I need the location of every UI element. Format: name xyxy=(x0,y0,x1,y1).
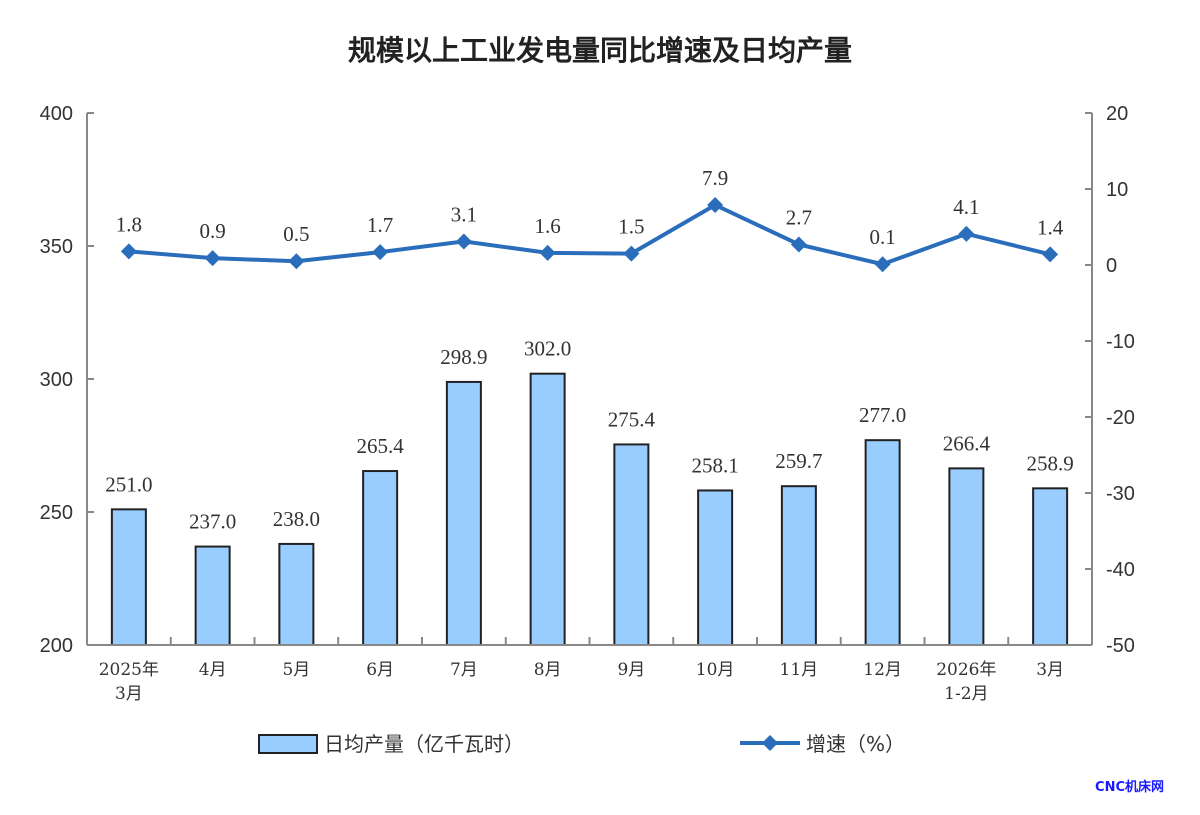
line-point xyxy=(372,244,389,261)
bar-data-label: 258.9 xyxy=(1027,451,1074,475)
line-data-label: 1.5 xyxy=(618,215,644,239)
left-tick-label: 200 xyxy=(40,635,73,657)
watermark: CNC机床网 xyxy=(1095,779,1164,795)
x-tick-label: 8月 xyxy=(534,660,562,680)
line-point xyxy=(623,245,640,262)
bar xyxy=(194,545,231,647)
line-point xyxy=(539,244,556,261)
x-tick-label: 6月 xyxy=(366,660,394,680)
left-tick-label: 400 xyxy=(40,103,73,125)
line-data-label: 2.7 xyxy=(786,205,812,229)
bar xyxy=(948,467,985,646)
line-data-label: 1.4 xyxy=(1037,215,1064,239)
line-point xyxy=(288,253,305,270)
legend-diamond-marker xyxy=(762,735,778,751)
line-point xyxy=(707,196,724,213)
x-tick-label: 7月 xyxy=(450,660,478,680)
legend-bar-swatch xyxy=(258,734,318,754)
right-tick-label: 0 xyxy=(1106,255,1117,277)
bar-data-label: 251.0 xyxy=(105,472,152,496)
x-tick-label: 12月 xyxy=(863,660,902,680)
line-data-label: 0.1 xyxy=(870,225,896,249)
bar-data-label: 275.4 xyxy=(608,407,656,431)
line-point xyxy=(790,236,807,253)
bar-data-label: 277.0 xyxy=(859,403,906,427)
x-tick-label: 1-2月 xyxy=(944,684,988,704)
bar xyxy=(110,508,147,646)
bar xyxy=(1032,487,1069,646)
line-point xyxy=(958,225,975,242)
chart-title: 规模以上工业发电量同比增速及日均产量 xyxy=(348,34,852,67)
x-tick-label: 2025年 xyxy=(99,660,159,680)
right-tick-label: -30 xyxy=(1106,483,1135,505)
bar-data-label: 238.0 xyxy=(273,507,320,531)
x-tick-label: 4月 xyxy=(199,660,227,680)
bar xyxy=(697,489,734,647)
right-tick-label: 10 xyxy=(1106,179,1128,201)
line-data-label: 1.6 xyxy=(535,214,561,238)
bar-data-label: 259.7 xyxy=(775,449,822,473)
x-tick-label: 3月 xyxy=(1036,660,1064,680)
growth-line xyxy=(128,202,1051,267)
legend-bar-label: 日均产量（亿千瓦时） xyxy=(324,732,524,756)
x-tick-label: 2026年 xyxy=(936,660,996,680)
line-data-label: 1.8 xyxy=(116,212,142,236)
line-data-label: 7.9 xyxy=(702,166,728,190)
bar xyxy=(362,470,399,647)
x-tick-label: 9月 xyxy=(617,660,645,680)
bar xyxy=(278,542,315,646)
x-tick-label: 5月 xyxy=(282,660,310,680)
line-data-label: 0.9 xyxy=(200,219,226,243)
bar-data-label: 266.4 xyxy=(943,431,991,455)
bar-data-label: 298.9 xyxy=(440,345,487,369)
right-tick-label: -20 xyxy=(1106,407,1135,429)
right-tick-label: -50 xyxy=(1106,635,1135,657)
bar xyxy=(445,380,482,646)
x-tick-label: 11月 xyxy=(780,660,819,680)
bar xyxy=(529,372,566,646)
bar-data-label: 258.1 xyxy=(692,453,739,477)
line-point xyxy=(874,256,891,273)
line-data-label: 3.1 xyxy=(451,202,477,226)
bar-data-label: 265.4 xyxy=(357,434,405,458)
line-data-label: 0.5 xyxy=(283,222,309,246)
bar xyxy=(613,443,650,646)
right-tick-label: 20 xyxy=(1106,103,1128,125)
x-tick-label: 10月 xyxy=(696,660,735,680)
legend-line-label: 增速（%） xyxy=(806,732,905,756)
right-tick-label: -40 xyxy=(1106,559,1135,581)
line-point xyxy=(455,233,472,250)
left-tick-label: 350 xyxy=(40,236,73,258)
x-tick-label: 3月 xyxy=(115,684,143,704)
bar-data-label: 302.0 xyxy=(524,337,571,361)
line-point xyxy=(1042,246,1059,263)
left-tick-label: 300 xyxy=(40,369,73,391)
left-tick-label: 250 xyxy=(40,502,73,524)
line-data-label: 1.7 xyxy=(367,213,393,237)
line-data-label: 4.1 xyxy=(953,195,979,219)
legend: 日均产量（亿千瓦时） 增速（%） xyxy=(258,732,905,756)
line-point xyxy=(204,250,221,267)
bar-data-label: 237.0 xyxy=(189,510,236,534)
right-tick-label: -10 xyxy=(1106,331,1135,353)
bar xyxy=(864,439,901,646)
bar xyxy=(780,485,817,646)
line-point xyxy=(120,243,137,260)
